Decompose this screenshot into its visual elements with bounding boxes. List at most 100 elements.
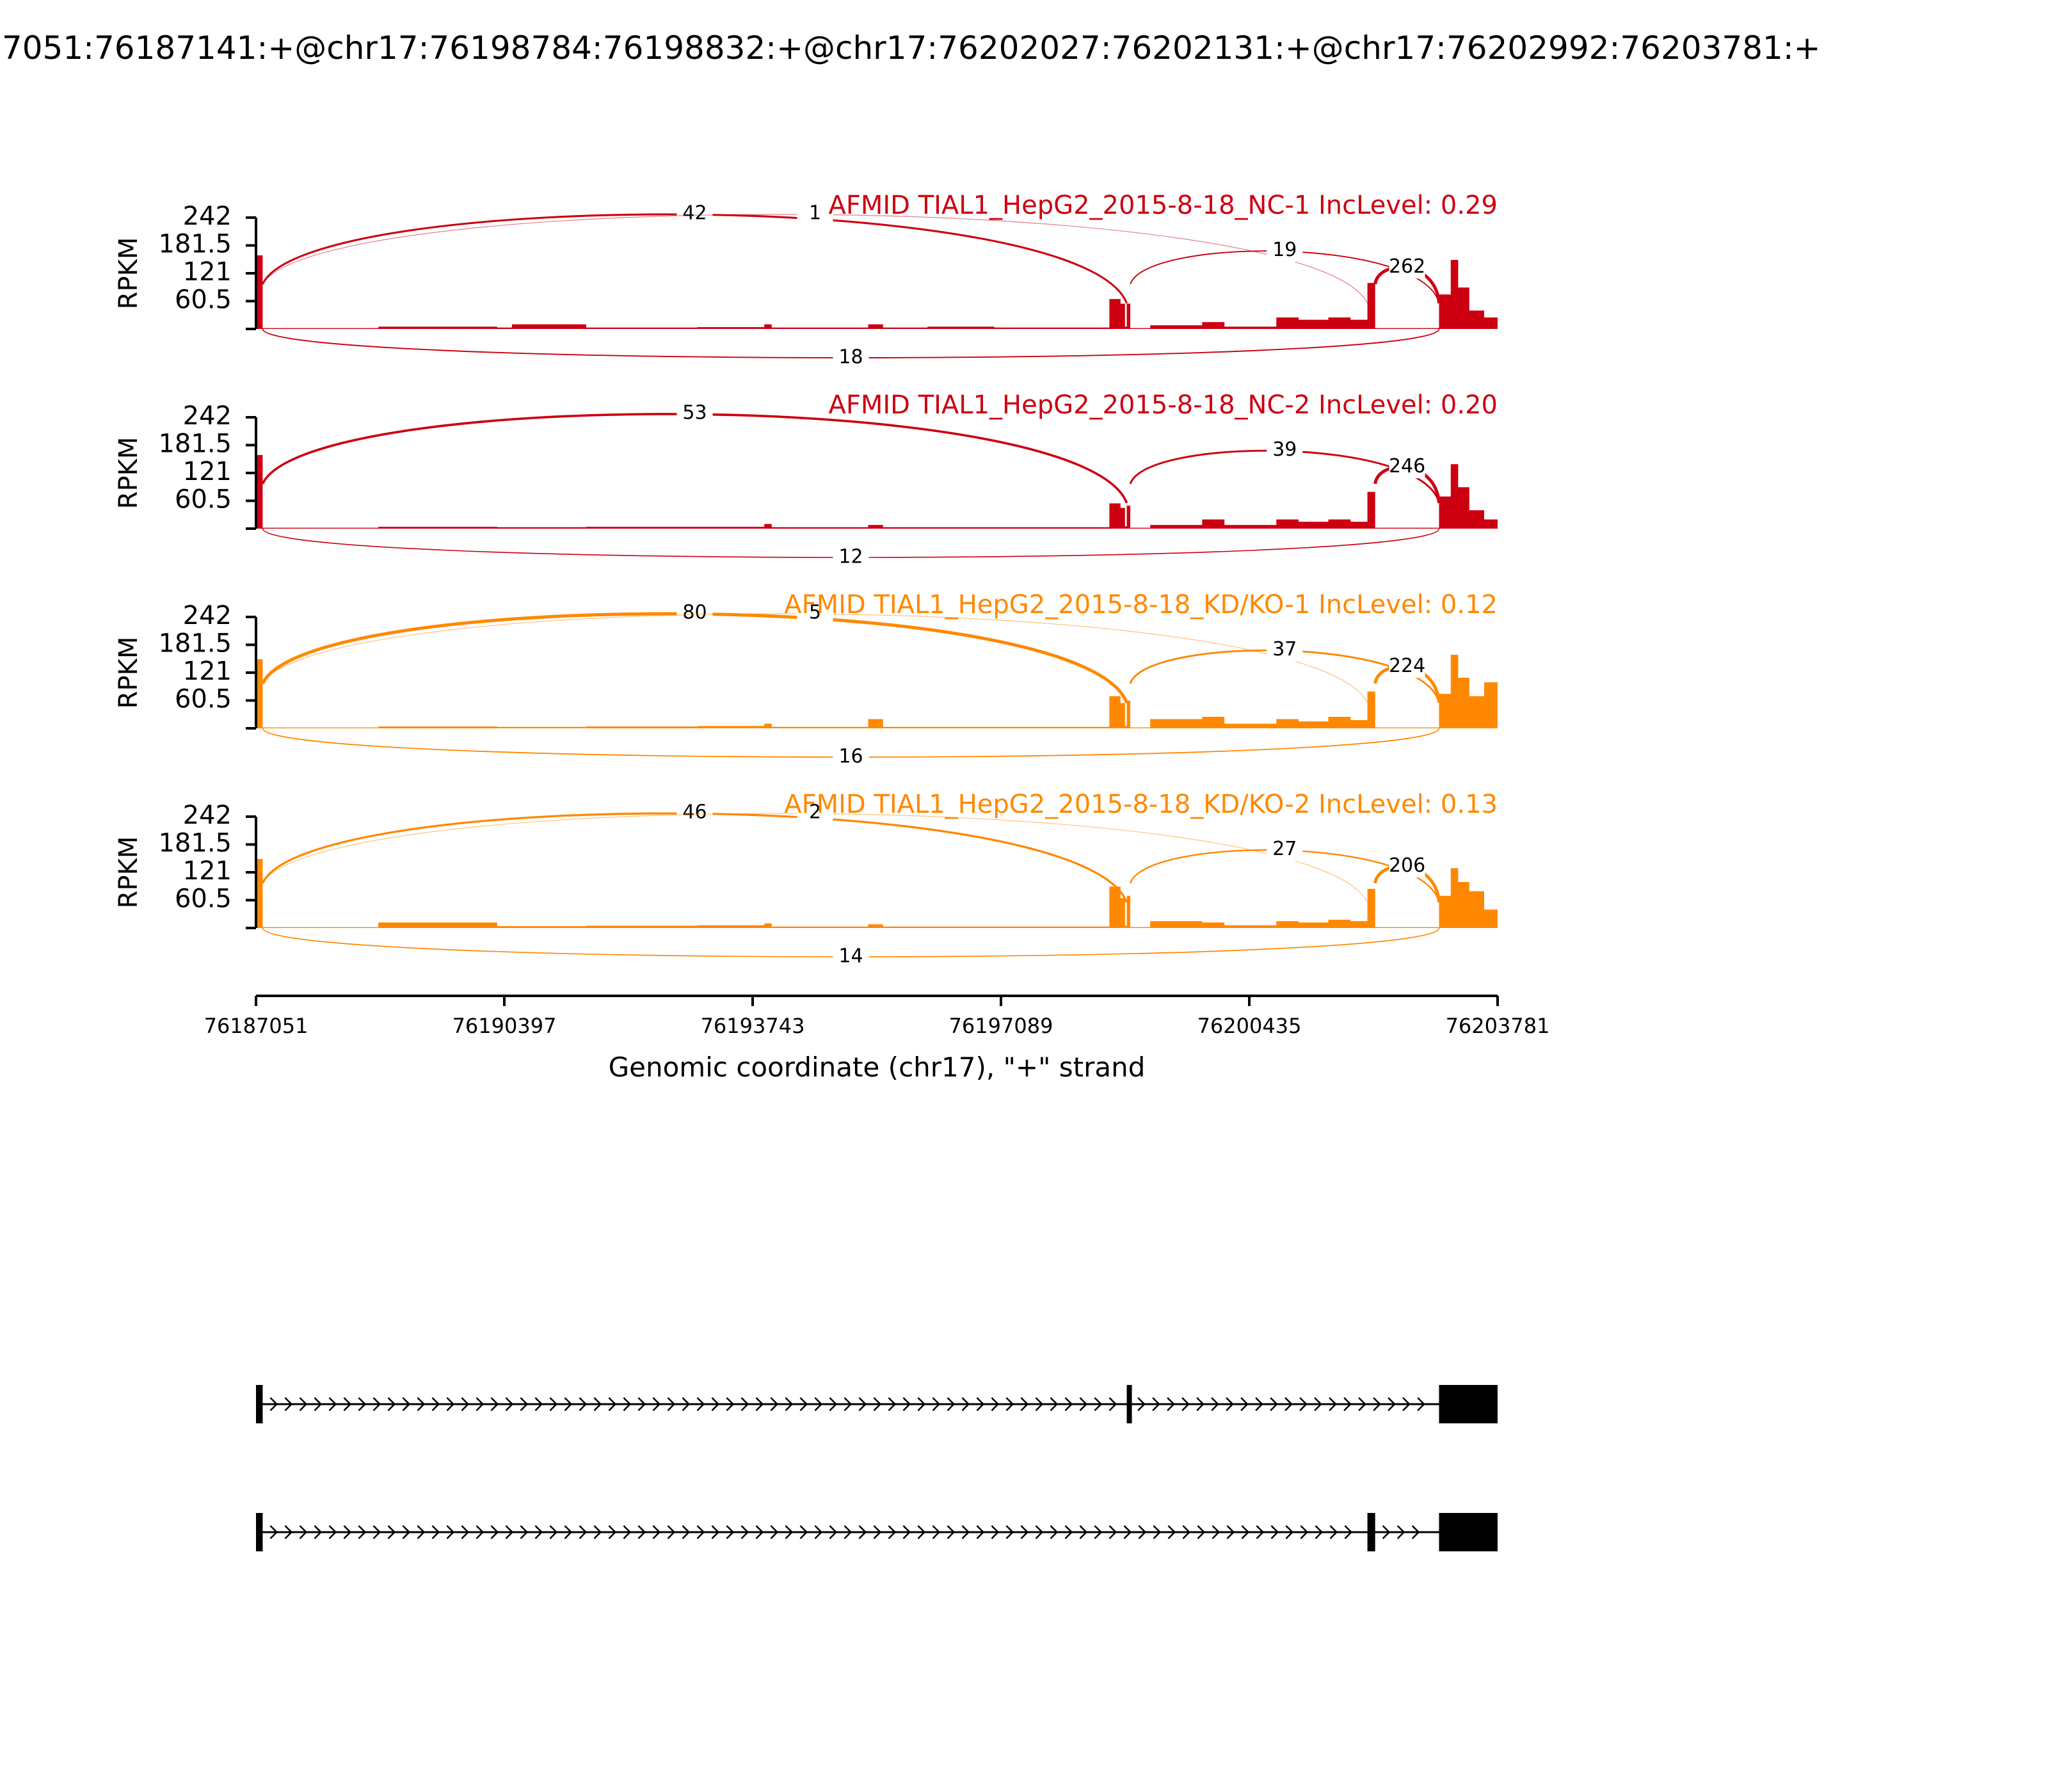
strand-arrow [637,1525,646,1539]
strand-arrow [1064,1525,1073,1539]
strand-arrow [1388,1397,1396,1411]
strand-arrow [431,1397,440,1411]
exon-block [1367,1513,1375,1551]
y-tick-label: 60.5 [175,285,232,315]
junction-count-label: 18 [838,346,863,369]
strand-arrow [873,1397,882,1411]
x-tick-label: 76203781 [1446,1014,1550,1038]
junction-label-bg [1267,638,1303,662]
y-tick-label: 60.5 [175,685,232,714]
chart-title: chr17:76187051:76187141:+@chr17:76198784… [0,29,1821,67]
strand-arrow [328,1525,337,1539]
strand-arrow [593,1397,602,1411]
strand-arrow [476,1525,484,1539]
strand-arrow [1256,1525,1265,1539]
strand-arrow [1108,1397,1117,1411]
junction-count-label: 12 [838,546,863,568]
junction-count-label: 16 [838,746,863,768]
strand-arrow [1167,1525,1176,1539]
x-tick-label: 76197089 [949,1014,1053,1038]
strand-arrow [269,1397,278,1411]
y-axis-label: RPKM [114,836,143,909]
sample-title: AFMID TIAL1_HepG2_2015-8-18_NC-1 IncLeve… [829,191,1498,220]
strand-arrow [417,1397,426,1411]
sample-title: AFMID TIAL1_HepG2_2015-8-18_NC-2 IncLeve… [829,390,1498,420]
strand-arrow [284,1525,293,1539]
strand-arrow [269,1525,278,1539]
strand-arrow [534,1397,543,1411]
y-axis-label: RPKM [114,637,143,709]
junction-label-bg [797,202,833,225]
strand-arrow [1182,1525,1191,1539]
junction-count-label: 224 [1389,655,1425,677]
junction-label-bg [676,202,713,225]
junction-label-bg [833,945,869,968]
strand-arrow [947,1525,956,1539]
strand-arrow [1137,1397,1146,1411]
junction-count-label: 206 [1389,854,1425,877]
strand-arrow [520,1525,529,1539]
x-tick-label: 76200435 [1197,1014,1302,1038]
strand-arrow [667,1525,676,1539]
strand-arrow [1358,1397,1366,1411]
y-tick-label: 181.5 [158,629,232,659]
strand-arrow [1329,1397,1337,1411]
strand-arrow [991,1525,1000,1539]
junction-count-label: 46 [682,801,707,824]
strand-arrow [299,1397,308,1411]
strand-arrow [358,1397,367,1411]
strand-arrow [917,1525,926,1539]
junction-label-bg [833,546,869,569]
strand-arrow [1299,1397,1308,1411]
strand-arrow [785,1525,794,1539]
strand-arrow [476,1397,484,1411]
strand-arrow [431,1525,440,1539]
junction-label-bg [676,801,713,824]
strand-arrow [1285,1525,1294,1539]
y-tick-label: 181.5 [158,829,232,858]
strand-arrow [961,1397,970,1411]
y-tick-label: 121 [183,257,232,287]
strand-arrow [696,1397,705,1411]
strand-arrow [623,1397,632,1411]
strand-arrow [785,1397,794,1411]
strand-arrow [387,1525,396,1539]
junction-count-label: 5 [809,602,821,624]
exon-block [1439,1513,1498,1551]
strand-arrow [902,1397,911,1411]
junction-label-bg [797,801,833,824]
strand-arrow [1402,1397,1411,1411]
coverage-area [256,455,1498,529]
strand-arrow [726,1525,735,1539]
y-tick-label: 242 [183,202,232,231]
junction-label-bg [1389,854,1425,878]
strand-arrow [799,1525,808,1539]
strand-arrow [1050,1525,1059,1539]
strand-arrow [461,1525,470,1539]
sample-title: AFMID TIAL1_HepG2_2015-8-18_KD/KO-2 IncL… [784,790,1498,819]
strand-arrow [343,1525,352,1539]
strand-arrow [1300,1525,1309,1539]
strand-arrow [1343,1397,1352,1411]
strand-arrow [1167,1397,1175,1411]
strand-arrow [608,1525,617,1539]
strand-arrow [505,1397,514,1411]
junction-count-label: 27 [1272,838,1297,860]
strand-arrow [740,1397,749,1411]
isoform-model [256,1385,1498,1423]
strand-arrow [1270,1397,1278,1411]
y-tick-label: 121 [183,856,232,886]
strand-arrow [299,1525,308,1539]
y-tick-label: 121 [183,657,232,686]
strand-arrow [682,1525,691,1539]
strand-arrow [1005,1525,1014,1539]
junction-count-label: 1 [809,202,821,225]
junction-count-label: 37 [1272,638,1297,660]
y-axis-label: RPKM [114,237,143,310]
strand-arrow [579,1397,588,1411]
strand-arrow [1079,1525,1088,1539]
strand-arrow [505,1525,514,1539]
strand-arrow [1035,1397,1044,1411]
